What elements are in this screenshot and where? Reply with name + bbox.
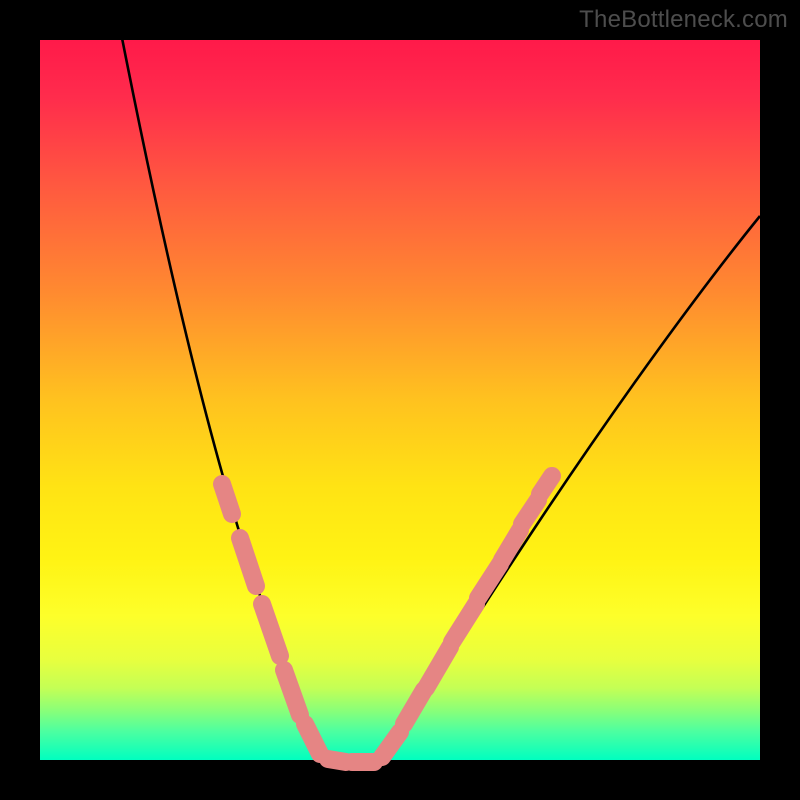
curve-svg bbox=[0, 0, 800, 800]
overlay-segment bbox=[540, 476, 552, 494]
overlay-strokes bbox=[222, 476, 552, 762]
overlay-segment bbox=[284, 670, 300, 715]
overlay-segment bbox=[426, 647, 450, 688]
overlay-segment bbox=[262, 604, 280, 656]
curve-left bbox=[122, 38, 332, 762]
overlay-segment bbox=[382, 732, 400, 757]
watermark-text: TheBottleneck.com bbox=[579, 6, 788, 34]
chart-stage: TheBottleneck.com bbox=[0, 0, 800, 800]
overlay-segment bbox=[522, 500, 538, 524]
overlay-segment bbox=[452, 604, 476, 642]
overlay-segment bbox=[478, 564, 500, 598]
overlay-segment bbox=[222, 484, 232, 514]
overlay-segment bbox=[305, 724, 320, 754]
overlay-segment bbox=[240, 538, 256, 586]
